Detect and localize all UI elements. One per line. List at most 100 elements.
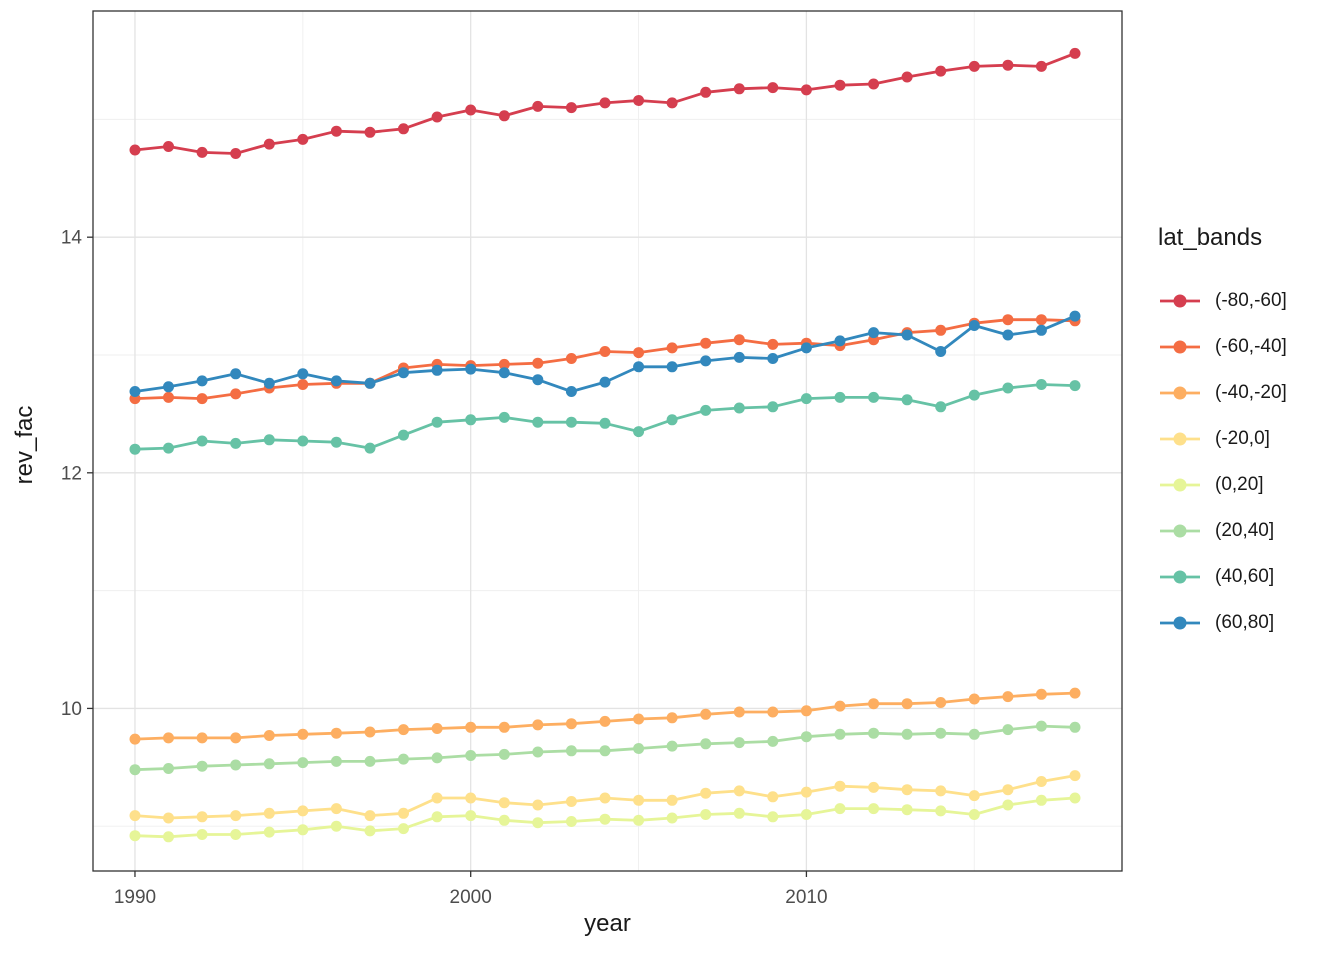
- legend-label: (40,60]: [1215, 566, 1275, 587]
- data-point: [196, 435, 208, 447]
- data-point: [565, 816, 577, 827]
- data-point: [263, 758, 275, 770]
- data-point: [733, 706, 745, 718]
- data-point: [498, 748, 510, 760]
- data-point: [532, 817, 544, 829]
- data-point: [935, 785, 947, 797]
- legend-label: (-20,0]: [1215, 428, 1270, 449]
- data-point: [398, 724, 409, 736]
- data-point: [330, 436, 342, 448]
- legend-entry: (-80,-60]: [1158, 278, 1338, 324]
- data-point: [532, 100, 544, 112]
- data-point: [968, 60, 980, 72]
- legend-key-dot: [1173, 524, 1187, 538]
- data-point: [700, 355, 712, 367]
- data-point: [263, 377, 275, 389]
- data-point: [868, 727, 880, 739]
- data-point: [263, 807, 275, 819]
- data-point: [1069, 310, 1081, 322]
- data-point: [364, 377, 376, 389]
- legend-label: (60,80]: [1215, 612, 1275, 633]
- legend-key-icon: [1160, 432, 1200, 446]
- data-point: [297, 368, 309, 380]
- y-tick-label: 12: [61, 463, 82, 484]
- data-point: [1002, 329, 1014, 341]
- legend: lat_bands (-80,-60] (-60,-40] (-40,-20] (-2…: [1158, 224, 1338, 646]
- legend-label: (-60,-40]: [1215, 336, 1287, 357]
- data-point: [1069, 687, 1081, 699]
- data-point: [297, 805, 309, 817]
- data-point: [498, 797, 510, 809]
- data-point: [767, 338, 779, 350]
- legend-entry: (-20,0]: [1158, 416, 1338, 462]
- legend-key-icon: [1160, 616, 1200, 630]
- legend-title: lat_bands: [1158, 224, 1263, 251]
- data-point: [733, 737, 745, 749]
- data-point: [968, 389, 980, 401]
- legend-key-dot: [1173, 294, 1187, 308]
- data-point: [733, 351, 745, 363]
- data-point: [230, 148, 242, 159]
- data-point: [1035, 794, 1047, 806]
- data-point: [163, 141, 174, 152]
- data-point: [1069, 380, 1081, 392]
- data-point: [834, 79, 846, 91]
- data-point: [465, 810, 477, 822]
- data-point: [465, 363, 477, 375]
- data-point: [129, 443, 141, 455]
- data-point: [465, 414, 477, 426]
- data-point: [330, 727, 342, 739]
- legend-label: (0,20]: [1215, 474, 1264, 495]
- legend-entry: (0,20]: [1158, 462, 1338, 508]
- data-point: [700, 738, 712, 750]
- data-point: [297, 824, 309, 836]
- data-point: [498, 367, 510, 379]
- data-point: [129, 733, 141, 745]
- data-point: [599, 715, 611, 727]
- data-point: [633, 713, 645, 725]
- data-point: [297, 435, 309, 447]
- data-point: [868, 391, 880, 403]
- data-point: [330, 803, 342, 815]
- legend-key-dot: [1173, 478, 1187, 492]
- data-point: [129, 144, 141, 156]
- legend-key-dot: [1173, 432, 1187, 446]
- data-point: [633, 95, 645, 106]
- data-point: [129, 386, 141, 397]
- data-point: [935, 697, 947, 708]
- data-point: [196, 146, 208, 158]
- data-point: [163, 442, 174, 454]
- data-point: [532, 357, 544, 369]
- data-point: [868, 78, 880, 90]
- data-point: [297, 728, 309, 740]
- data-point: [196, 829, 208, 840]
- data-point: [230, 810, 242, 822]
- data-point: [935, 805, 947, 817]
- data-point: [834, 700, 846, 712]
- legend-key-icon: [1160, 570, 1200, 584]
- legend-label: (-40,-20]: [1215, 382, 1287, 403]
- data-point: [1002, 724, 1014, 736]
- y-tick-label: 14: [61, 228, 83, 249]
- data-point: [666, 342, 678, 354]
- data-point: [330, 755, 342, 767]
- data-point: [1002, 382, 1014, 394]
- data-point: [767, 791, 779, 803]
- data-point: [666, 712, 678, 724]
- y-axis-title: rev_fac: [11, 405, 38, 485]
- data-point: [901, 394, 913, 406]
- data-point: [330, 375, 342, 387]
- data-point: [935, 324, 947, 336]
- data-point: [196, 760, 208, 772]
- data-point: [733, 402, 745, 414]
- data-point: [230, 732, 242, 744]
- data-point: [901, 698, 913, 710]
- data-point: [633, 814, 645, 826]
- data-point: [700, 86, 712, 98]
- data-point: [330, 820, 342, 832]
- data-point: [800, 809, 812, 820]
- data-point: [565, 386, 577, 397]
- data-point: [498, 814, 510, 826]
- data-point: [297, 757, 309, 769]
